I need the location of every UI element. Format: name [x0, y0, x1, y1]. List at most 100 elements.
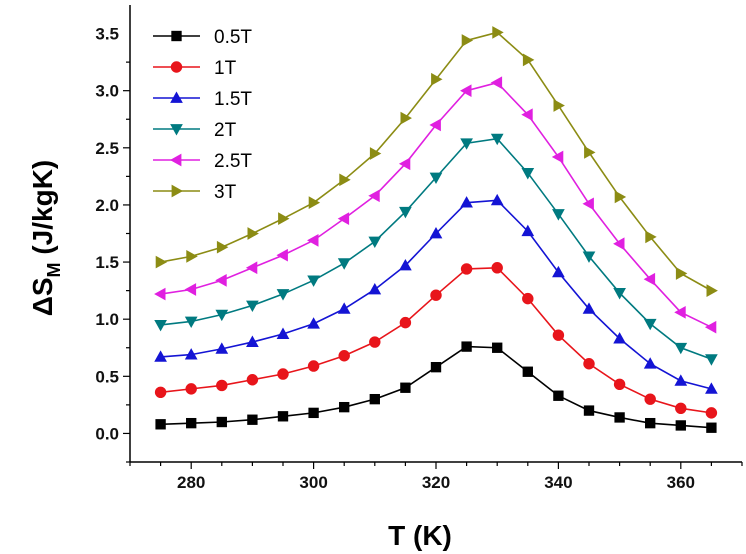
series-line	[160, 345, 712, 429]
data-point	[215, 273, 227, 287]
data-point	[368, 282, 382, 295]
series-3T	[155, 26, 718, 297]
series-1T	[154, 262, 718, 419]
y-tick-label: 2.5	[95, 139, 119, 158]
y-axis-title-main: ΔS	[27, 277, 58, 316]
legend-label: 1T	[214, 58, 237, 79]
axes: 280 300 320 340 360 0.0 0.5 1.0 1.5 2.0 2.5 3.0 3.5	[95, 5, 743, 492]
data-point	[461, 34, 474, 47]
data-point	[398, 157, 411, 171]
data-point	[308, 196, 321, 210]
data-point	[399, 316, 412, 329]
y-axis-title-units: (J/kgK)	[27, 160, 58, 263]
data-point	[154, 386, 167, 399]
y-tick-label: 1.0	[95, 310, 119, 329]
y-tick-label: 3.5	[95, 25, 119, 44]
data-point	[643, 272, 656, 286]
legend-label: 2T	[214, 120, 237, 141]
data-point	[490, 193, 504, 206]
data-point	[705, 354, 718, 366]
y-tick-label: 0.5	[95, 367, 119, 386]
data-point	[492, 342, 503, 353]
legend-label: 3T	[214, 182, 237, 203]
data-point	[431, 72, 443, 86]
data-point	[337, 258, 351, 270]
data-point	[492, 26, 504, 39]
data-point	[582, 302, 596, 314]
data-point	[582, 251, 596, 263]
legend-marker	[170, 91, 183, 103]
y-tick-label: 3.0	[95, 82, 119, 101]
data-point	[215, 309, 229, 322]
data-point	[368, 189, 380, 203]
legend-marker	[170, 61, 183, 73]
data-point	[706, 284, 718, 297]
data-point	[307, 234, 319, 247]
legend-item: 1T	[153, 58, 237, 79]
data-point	[399, 258, 412, 271]
x-tick-label: 280	[177, 473, 205, 492]
data-point	[521, 224, 535, 237]
legend-label: 1.5T	[214, 89, 252, 110]
data-point	[613, 237, 625, 251]
data-point	[430, 289, 442, 301]
data-point	[583, 358, 595, 370]
data-point	[613, 288, 626, 300]
data-point	[706, 422, 717, 433]
data-point	[429, 172, 443, 185]
data-point	[216, 416, 227, 428]
series-2.5T	[154, 76, 717, 334]
data-point	[186, 417, 197, 429]
data-point	[245, 261, 258, 275]
data-point	[674, 305, 686, 319]
legend-item: 1.5T	[153, 89, 252, 110]
data-point	[246, 374, 259, 386]
legend: 0.5T 1T 1.5T 2T 2.5T 3T	[153, 27, 252, 203]
data-point	[461, 341, 472, 352]
x-tick-label: 340	[544, 473, 572, 492]
data-point	[399, 206, 412, 219]
x-tick-label: 360	[667, 473, 695, 492]
data-point	[645, 230, 657, 244]
data-point	[184, 283, 197, 296]
y-tick-label: 2.0	[95, 196, 119, 215]
data-point	[521, 168, 535, 180]
data-point	[154, 287, 166, 301]
plot-area	[154, 26, 718, 433]
data-point	[184, 348, 198, 360]
data-point	[185, 383, 197, 395]
data-point	[552, 329, 565, 341]
data-point	[553, 99, 565, 112]
data-point	[247, 414, 258, 425]
data-point	[491, 262, 503, 274]
data-point	[308, 407, 319, 419]
data-point	[490, 76, 503, 90]
data-point	[369, 147, 382, 160]
legend-label: 0.5T	[214, 27, 252, 48]
data-point	[339, 173, 351, 187]
data-point	[583, 405, 595, 416]
series-0.5T	[155, 341, 717, 433]
data-point	[247, 227, 259, 240]
data-point	[337, 212, 350, 225]
data-point	[276, 289, 290, 301]
data-point	[613, 378, 626, 391]
legend-marker	[171, 30, 182, 42]
x-axis-title: T (K)	[388, 520, 452, 551]
data-point	[675, 420, 686, 431]
data-point	[614, 412, 625, 423]
data-point	[154, 350, 167, 362]
data-point	[155, 419, 166, 430]
data-point	[490, 133, 504, 146]
data-point	[307, 317, 320, 329]
x-tick-label: 300	[299, 473, 327, 492]
data-point	[337, 302, 351, 314]
legend-item: 3T	[153, 182, 237, 203]
data-point	[644, 393, 656, 405]
y-axis-title: ΔSM (J/kgK)	[27, 160, 64, 317]
data-point	[307, 360, 320, 372]
data-point	[674, 342, 688, 355]
legend-item: 2T	[153, 120, 237, 141]
data-point	[216, 379, 228, 392]
